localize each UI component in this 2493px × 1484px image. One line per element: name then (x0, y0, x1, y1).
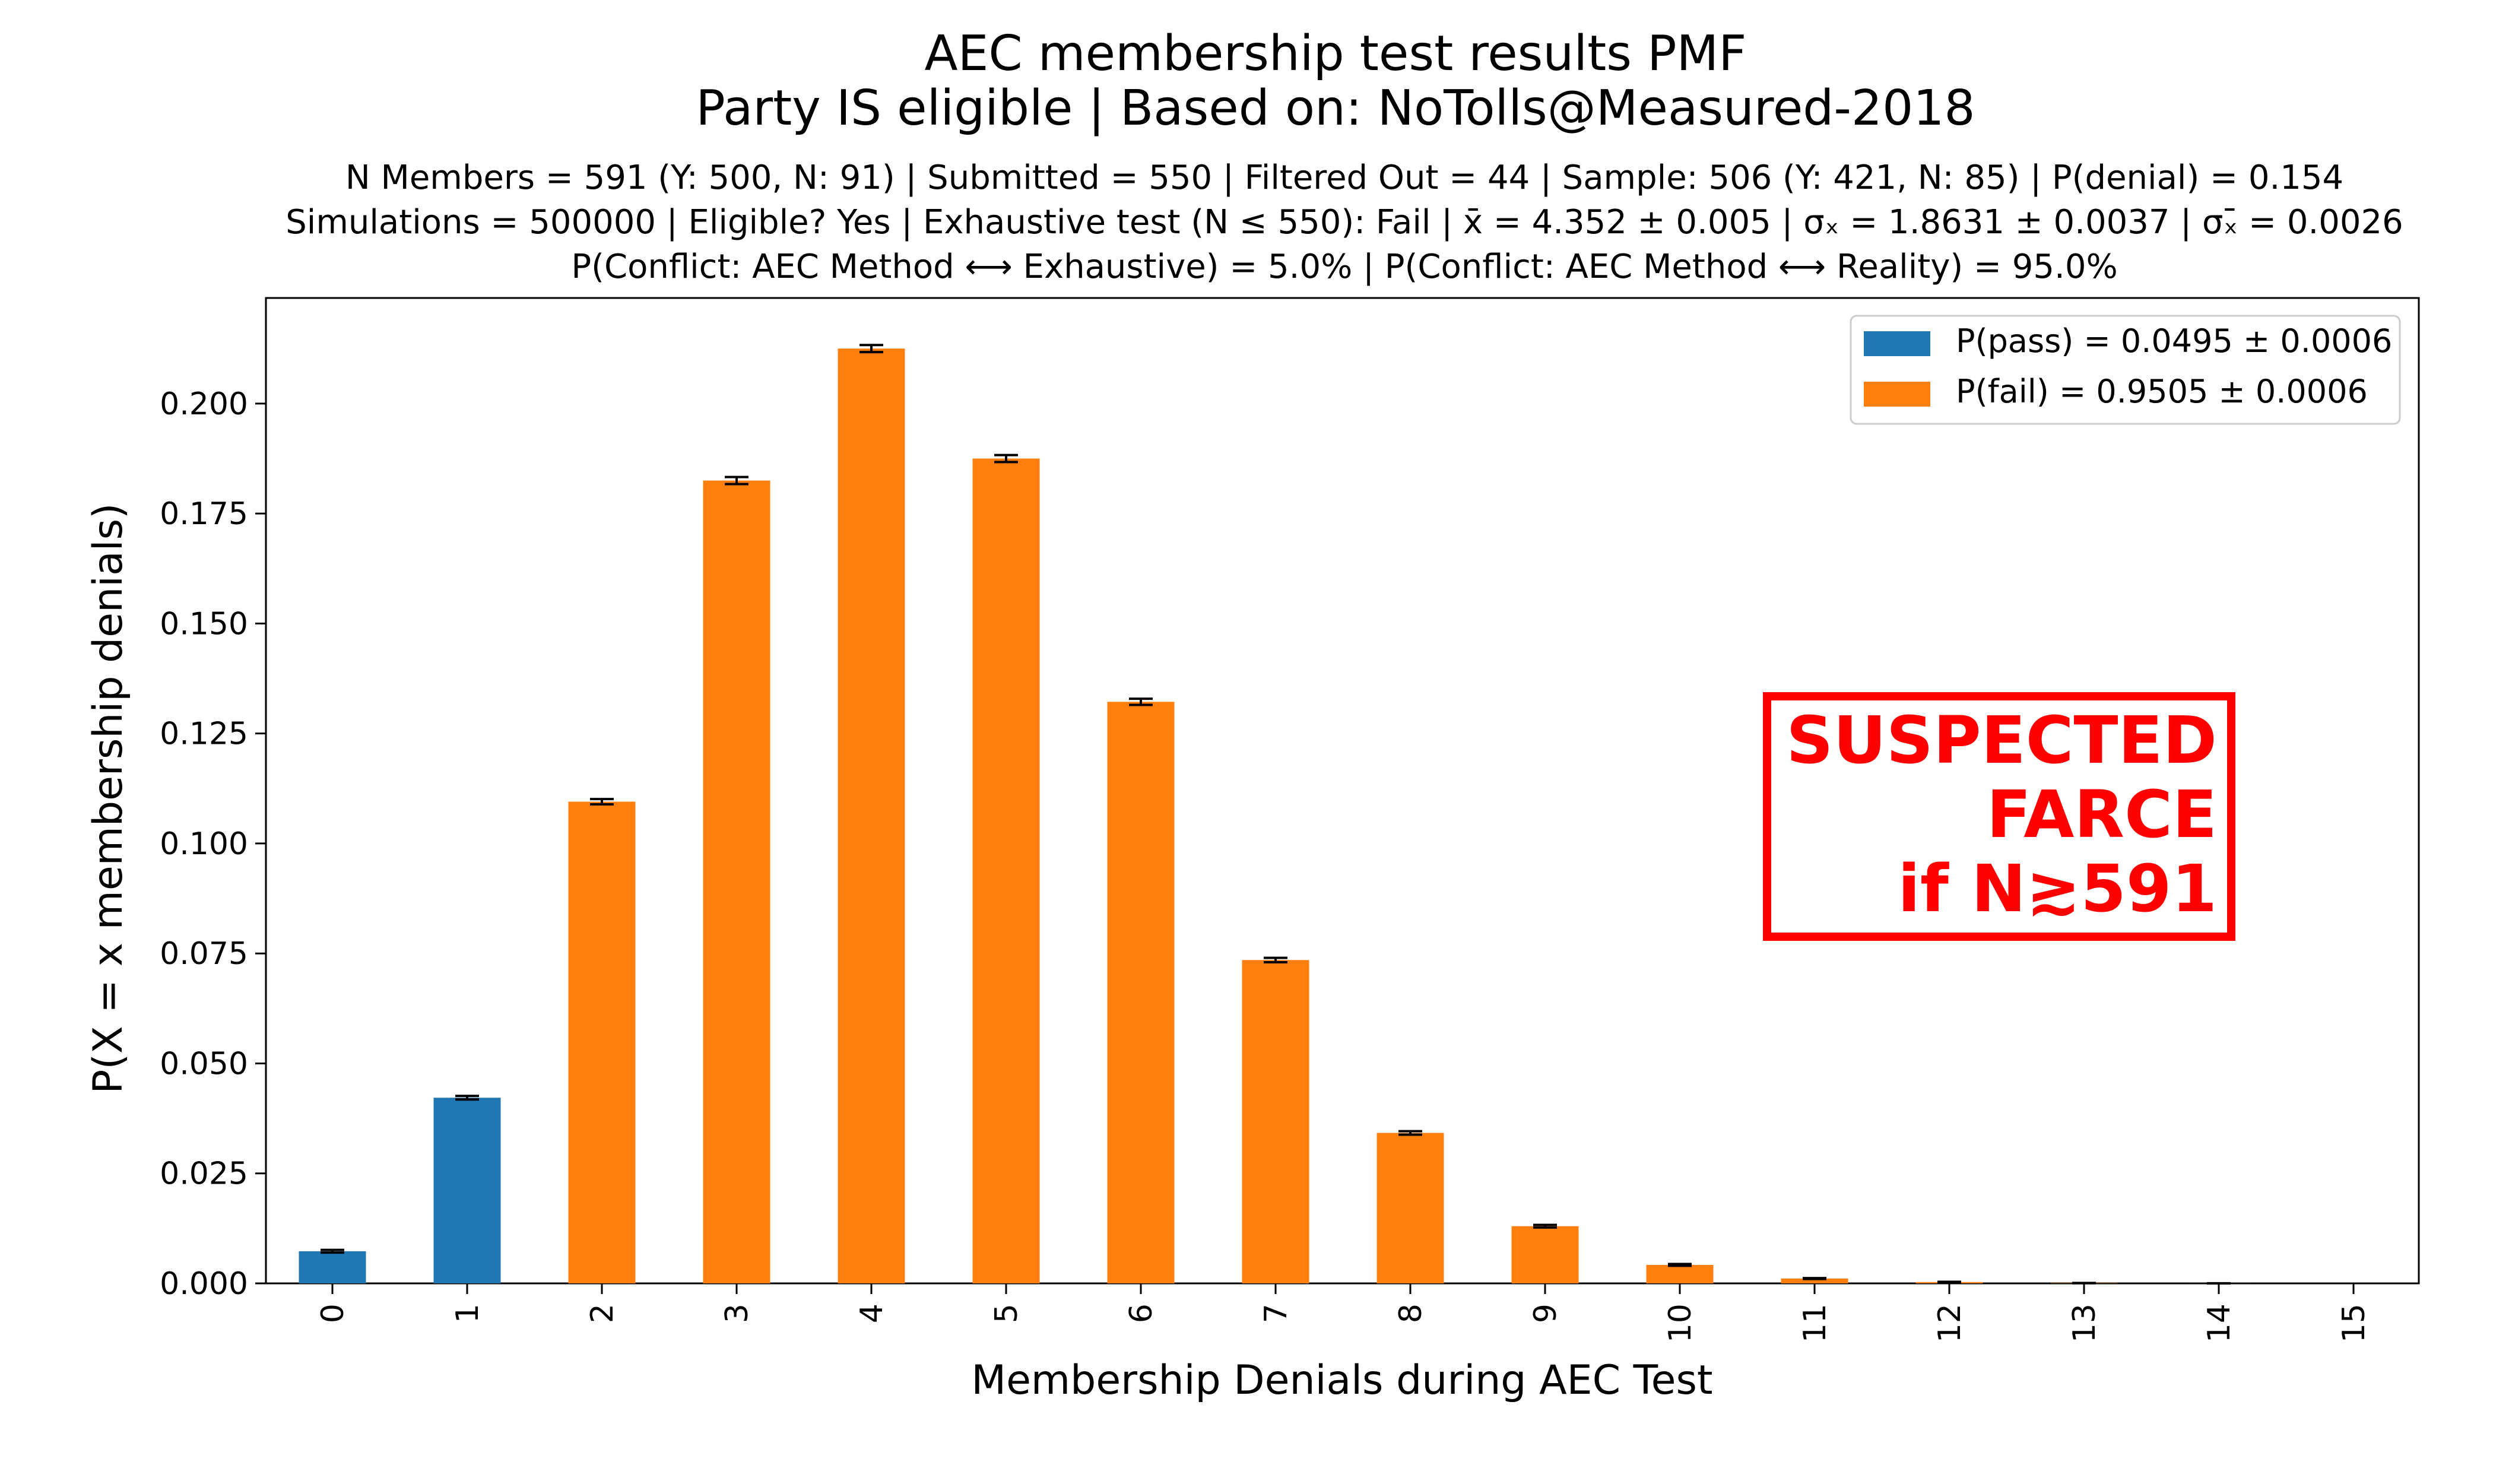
y-tick-label: 0.100 (160, 826, 248, 862)
x-tick-label: 13 (2067, 1304, 2102, 1343)
y-tick-label: 0.200 (160, 386, 248, 422)
y-tick-label: 0.125 (160, 716, 248, 752)
x-tick-label: 0 (315, 1304, 351, 1323)
bar-series (299, 348, 2253, 1284)
chart-title-line2: Party IS eligible | Based on: NoTolls@Me… (696, 80, 1975, 137)
y-tick-label: 0.075 (160, 936, 248, 972)
farce-annotation-line-3: if N≳591 (1898, 851, 2217, 927)
bar-fail (972, 458, 1040, 1283)
bar-fail (1242, 960, 1309, 1283)
farce-annotation: SUSPECTED FARCE if N≳591 (1763, 692, 2235, 941)
error-bars (321, 344, 2231, 1285)
legend-label-pass: P(pass) = 0.0495 ± 0.0006 (1956, 322, 2392, 360)
farce-annotation-line-2: FARCE (1987, 776, 2217, 852)
y-tick-label: 0.050 (160, 1046, 248, 1082)
bar-fail (1376, 1133, 1444, 1283)
y-tick-label: 0.175 (160, 496, 248, 532)
x-tick-label: 5 (989, 1304, 1025, 1323)
x-tick-label: 12 (1932, 1304, 1968, 1343)
bar-fail (703, 480, 770, 1283)
chart-title: AEC membership test results PMF (925, 26, 1747, 82)
bar-fail (1511, 1226, 1579, 1283)
y-tick-label: 0.150 (160, 606, 248, 642)
farce-annotation-box (1763, 692, 2235, 941)
bar-fail (1107, 702, 1175, 1283)
bar-fail (568, 801, 636, 1283)
x-tick-label: 1 (450, 1304, 486, 1323)
y-axis-ticks: 0.000 0.025 0.050 0.075 0.100 0.125 0.150 0.175… (160, 386, 266, 1302)
legend-frame (1850, 315, 2401, 425)
x-axis-ticks: 0 1 2 3 4 5 6 7 8 9 10 11 12 13 14 15 (315, 1283, 2372, 1343)
y-tick-label: 0.000 (160, 1266, 248, 1302)
x-tick-label: 3 (719, 1304, 755, 1323)
x-tick-label: 11 (1797, 1304, 1833, 1343)
y-tick-label: 0.025 (160, 1156, 248, 1192)
chart-subtitle-line-3: P(Conflict: AEC Method ⟷ Exhaustive) = 5… (571, 248, 2117, 286)
chart-subtitle-line-2: Simulations = 500000 | Eligible? Yes | E… (286, 203, 2403, 242)
x-tick-label: 9 (1528, 1304, 1563, 1323)
x-tick-label: 15 (2336, 1304, 2372, 1343)
bar-fail (838, 348, 905, 1284)
x-tick-label: 8 (1393, 1304, 1429, 1323)
x-tick-label: 2 (585, 1304, 620, 1323)
chart-subtitle-line-1: N Members = 591 (Y: 500, N: 91) | Submit… (345, 158, 2343, 197)
bar-fail (1781, 1278, 1848, 1283)
bar-pass (299, 1251, 366, 1283)
legend-label-fail: P(fail) = 0.9505 ± 0.0006 (1956, 373, 2368, 410)
x-tick-label: 10 (1663, 1304, 1698, 1343)
legend-swatch-pass (1864, 331, 1930, 356)
legend-swatch-fail (1864, 382, 1930, 407)
x-axis-label: Membership Denials during AEC Test (971, 1357, 1712, 1404)
farce-annotation-line-1: SUSPECTED (1786, 702, 2217, 778)
bar-pass (433, 1098, 501, 1283)
y-axis-label: P(X = x membership denials) (85, 503, 132, 1093)
bar-fail (1646, 1264, 1714, 1283)
x-tick-label: 7 (1258, 1304, 1294, 1323)
legend: P(pass) = 0.0495 ± 0.0006 P(fail) = 0.95… (1850, 315, 2401, 425)
x-tick-label: 6 (1124, 1304, 1159, 1323)
x-tick-label: 14 (2202, 1304, 2237, 1343)
x-tick-label: 4 (854, 1304, 890, 1323)
